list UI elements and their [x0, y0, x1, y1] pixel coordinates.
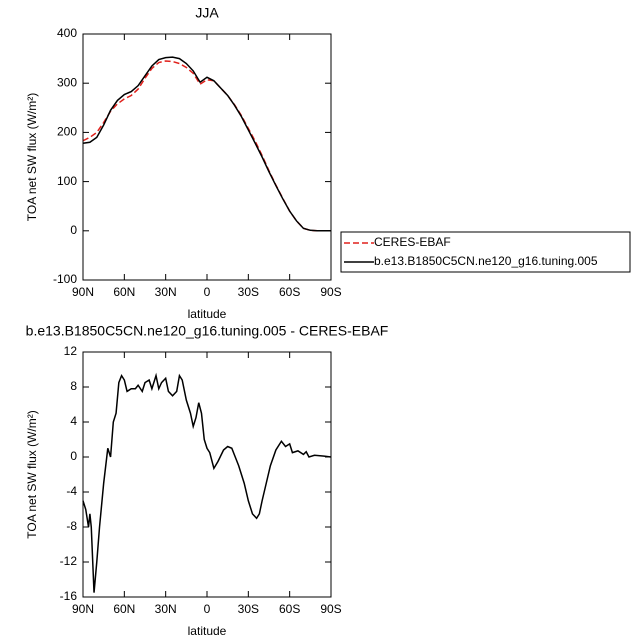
y-tick-label: -4: [66, 484, 77, 498]
legend-box: [340, 231, 631, 273]
y-axis-label: TOA net SW flux (W/m²): [25, 410, 39, 538]
x-tick-label: 90S: [320, 285, 341, 299]
y-axis-label: TOA net SW flux (W/m²): [25, 93, 39, 221]
x-tick-label: 60S: [279, 602, 300, 616]
legend-label: b.e13.B1850C5CN.ne120_g16.tuning.005: [374, 254, 598, 268]
y-tick-label: 12: [64, 344, 78, 358]
x-tick-label: 30N: [155, 285, 177, 299]
x-tick-label: 60S: [279, 285, 300, 299]
y-tick-label: 200: [57, 125, 77, 139]
chart-title: JJA: [195, 5, 219, 21]
x-tick-label: 60N: [113, 285, 135, 299]
y-tick-label: -12: [60, 554, 78, 568]
x-axis-label: latitude: [188, 624, 227, 638]
chart-title: b.e13.B1850C5CN.ne120_g16.tuning.005 - C…: [26, 323, 389, 339]
y-tick-label: 100: [57, 174, 77, 188]
x-tick-label: 90N: [72, 602, 94, 616]
x-tick-label: 60N: [113, 602, 135, 616]
series-line: [82, 60, 331, 232]
x-tick-label: 30S: [238, 285, 259, 299]
y-tick-label: -100: [53, 272, 77, 286]
y-tick-label: -16: [60, 589, 78, 603]
x-tick-label: 90N: [72, 285, 94, 299]
y-tick-label: 8: [70, 379, 77, 393]
x-tick-label: 30N: [155, 602, 177, 616]
y-tick-label: 0: [70, 223, 77, 237]
plot-frame: [82, 33, 332, 281]
x-tick-label: 30S: [238, 602, 259, 616]
y-tick-label: -8: [66, 519, 77, 533]
x-tick-label: 0: [204, 602, 211, 616]
plot-frame: [82, 351, 332, 598]
series-line: [82, 56, 331, 232]
x-tick-label: 0: [204, 285, 211, 299]
y-tick-label: 300: [57, 75, 77, 89]
legend-label: CERES-EBAF: [374, 235, 451, 249]
x-axis-label: latitude: [188, 307, 227, 321]
y-tick-label: 4: [70, 414, 77, 428]
series-line: [82, 372, 332, 593]
x-tick-label: 90S: [320, 602, 341, 616]
y-tick-label: 0: [70, 449, 77, 463]
y-tick-label: 400: [57, 26, 77, 40]
